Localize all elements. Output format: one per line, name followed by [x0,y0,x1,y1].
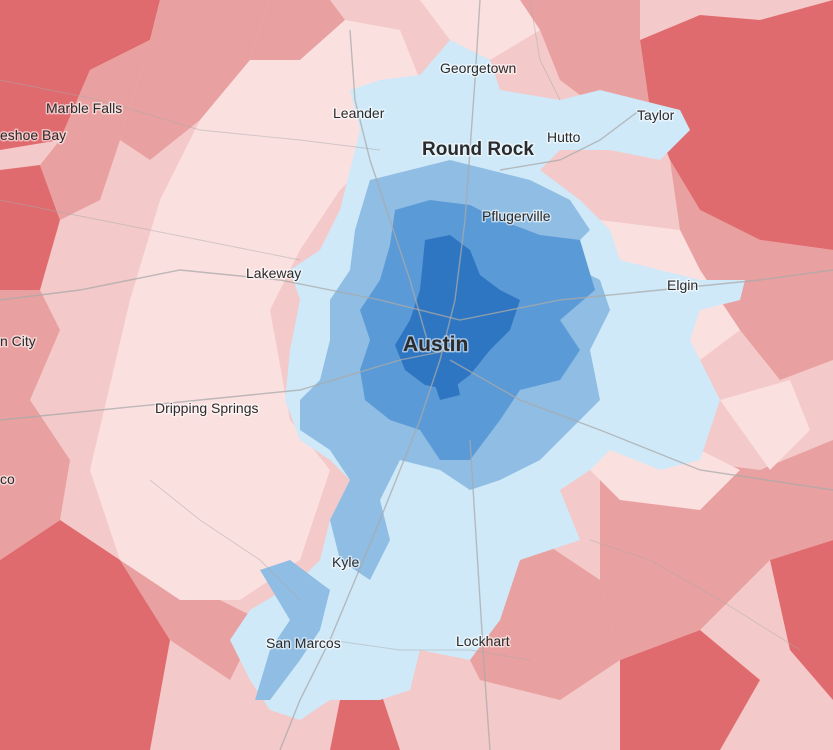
precinct-region [670,160,833,380]
label-leander: Leander [333,105,385,121]
road [0,199,301,261]
road [499,109,641,171]
road [0,269,833,321]
precinct-region [720,380,810,470]
road [149,479,301,601]
label-city-fragment: n City [0,333,36,349]
precinct-region [0,165,60,290]
road [449,359,833,491]
precinct-region [0,0,160,150]
label-elgin: Elgin [667,277,698,293]
road [0,349,451,421]
precinct-region [120,560,260,680]
precinct-region [770,540,833,700]
precinct-region [120,0,270,160]
label-lakeway: Lakeway [246,265,301,281]
label-round-rock: Round Rock [422,139,534,160]
road [469,439,491,750]
precinct-region [395,235,520,390]
label-lockhart: Lockhart [456,633,510,649]
precinct-region [420,0,540,60]
label-hutto: Hutto [547,129,581,145]
precinct-region [330,690,400,750]
road [0,79,381,151]
precinct-region [520,0,650,110]
label-horseshoe-bay: eshoe Bay [0,127,66,143]
label-austin: Austin [403,333,468,356]
label-taylor: Taylor [637,107,675,123]
precinct-region [250,0,345,60]
precinct-region [90,20,420,600]
label-pflugerville: Pflugerville [482,208,551,224]
precinct-region [640,0,833,250]
label-dripping-springs: Dripping Springs [155,400,259,416]
label-co-fragment: co [0,471,15,487]
precinct-region [0,520,170,750]
label-marble-falls: Marble Falls [46,100,122,116]
road [529,0,561,101]
precinct-region [0,290,60,420]
precinct-region [0,400,70,560]
precinct-region [620,630,760,750]
label-san-marcos: San Marcos [266,635,341,651]
place-labels: Georgetown Leander Round Rock Hutto Tayl… [0,59,700,653]
label-kyle: Kyle [332,554,359,570]
road [589,539,801,651]
precinct-region [40,40,150,220]
road [329,639,531,661]
precinct-region [430,370,460,400]
road [349,29,431,351]
precinct-region [255,560,330,700]
label-georgetown: Georgetown [440,60,516,76]
strong-dem-regions [395,235,520,400]
